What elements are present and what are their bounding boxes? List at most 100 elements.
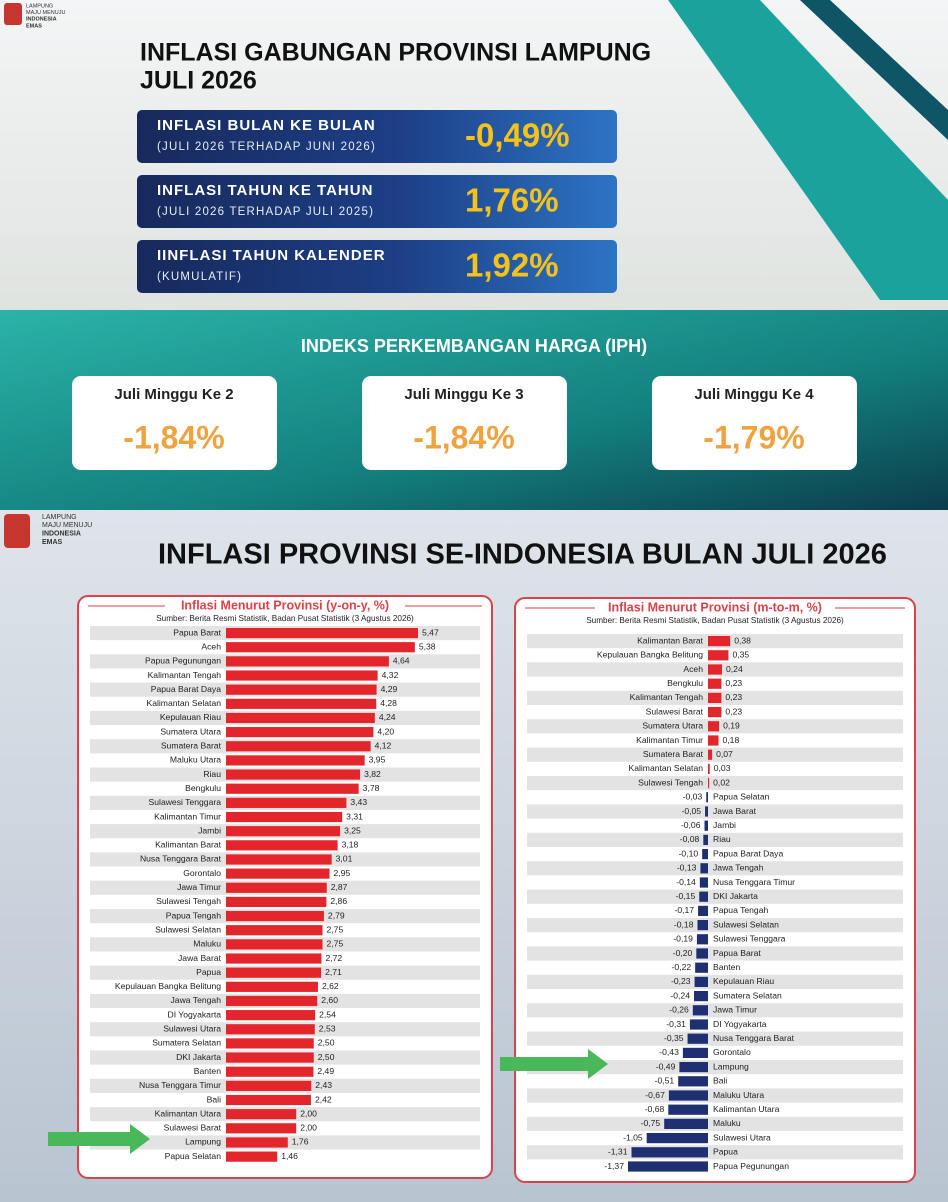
category-label: Sumatera Selatan: [152, 1038, 221, 1048]
iph-label: Juli Minggu Ke 2: [114, 386, 233, 403]
bar: [708, 692, 722, 704]
bar: [226, 840, 338, 851]
category-label: Kalimantan Tengah: [148, 670, 222, 680]
category-label: Kepulauan Riau: [713, 976, 774, 986]
bar: [226, 953, 322, 964]
value-label: 0,19: [723, 721, 740, 731]
bar: [226, 769, 361, 780]
value-label: 2,54: [319, 1009, 336, 1019]
value-label: -1,37: [604, 1161, 624, 1171]
value-label: -0,26: [669, 1005, 689, 1015]
category-label: DKI Jakarta: [176, 1052, 221, 1062]
category-label: Sulawesi Tengah: [156, 896, 221, 906]
category-label: Papua: [196, 967, 221, 977]
iph-label: Juli Minggu Ke 4: [694, 386, 814, 403]
category-label: Nusa Tenggara Timur: [139, 1080, 221, 1090]
bar: [226, 1052, 314, 1063]
category-label: Sumatera Utara: [160, 726, 221, 736]
summary-box: [137, 110, 617, 163]
value-label: -0,31: [666, 1019, 686, 1029]
category-label: Papua Pegunungan: [145, 656, 221, 666]
value-label: 4,29: [381, 684, 398, 694]
bar: [226, 670, 378, 681]
bar: [708, 749, 713, 760]
bar: [226, 627, 418, 639]
section-title: INFLASI PROVINSI SE-INDONESIA BULAN JULI…: [158, 539, 887, 571]
category-label: Nusa Tenggara Timur: [713, 877, 795, 887]
bar: [702, 848, 708, 860]
bar: [664, 1118, 708, 1130]
category-label: Kalimantan Utara: [155, 1108, 222, 1118]
summary-label: IINFLASI TAHUN KALENDER: [157, 247, 386, 264]
bar: [646, 1132, 708, 1144]
bar: [678, 1076, 708, 1087]
category-label: Gorontalo: [713, 1047, 751, 1057]
category-label: Gorontalo: [183, 868, 221, 878]
value-label: -0,15: [676, 891, 696, 901]
row-stripe: [527, 918, 903, 933]
category-label: Papua: [713, 1147, 738, 1157]
category-label: Sulawesi Barat: [164, 1123, 222, 1133]
row-stripe: [527, 1145, 903, 1160]
value-label: 3,01: [336, 854, 353, 864]
category-label: Maluku Utara: [170, 755, 221, 765]
category-label: Riau: [713, 834, 731, 844]
category-label: Kalimantan Tengah: [630, 692, 704, 702]
value-label: 2,75: [327, 939, 344, 949]
bar: [668, 1090, 708, 1101]
value-label: -0,75: [641, 1118, 661, 1128]
value-label: 4,20: [377, 726, 394, 736]
category-label: Sumatera Selatan: [713, 990, 782, 1000]
row-stripe: [527, 946, 903, 961]
row-stripe: [527, 861, 903, 876]
category-label: Papua Selatan: [713, 792, 770, 802]
summary-value: 1,92%: [465, 247, 559, 284]
value-label: 0,18: [723, 735, 740, 745]
value-label: 3,95: [369, 755, 386, 765]
summary-box: [137, 240, 617, 293]
summary-sublabel: (JULI 2026 TERHADAP JULI 2025): [157, 206, 374, 218]
bar: [226, 1066, 314, 1077]
value-label: -0,49: [656, 1061, 676, 1071]
bar: [226, 698, 377, 709]
value-label: 2,79: [328, 910, 345, 920]
category-label: Kalimantan Timur: [636, 735, 703, 745]
bar: [705, 806, 708, 817]
value-label: -0,19: [673, 934, 693, 944]
value-label: -0,08: [680, 834, 700, 844]
bar: [697, 919, 708, 931]
value-label: -0,17: [674, 905, 694, 915]
bar: [704, 820, 708, 831]
value-label: -0,13: [677, 863, 697, 873]
category-label: Sulawesi Barat: [646, 706, 704, 716]
logo-text: MAJU MENUJU: [26, 10, 65, 16]
category-label: Aceh: [201, 641, 221, 651]
value-label: 5,47: [422, 627, 439, 637]
category-label: Nusa Tenggara Barat: [140, 854, 222, 864]
bar: [695, 962, 708, 973]
row-stripe: [527, 1031, 903, 1046]
category-label: Kalimantan Selatan: [146, 698, 221, 708]
summary-sublabel: (KUMULATIF): [157, 271, 242, 283]
value-label: 3,25: [344, 825, 361, 835]
row-stripe: [527, 832, 903, 847]
value-label: 2,72: [325, 953, 342, 963]
logo-text: EMAS: [42, 539, 63, 546]
bar: [226, 826, 341, 837]
highlight-arrow: [48, 1124, 150, 1154]
category-label: Sulawesi Tengah: [638, 777, 703, 787]
bar: [226, 854, 332, 865]
bar: [226, 1024, 315, 1035]
summary-box: [137, 175, 617, 228]
bar: [708, 777, 710, 789]
bar: [708, 650, 729, 661]
value-label: 2,50: [318, 1038, 335, 1048]
category-label: Sulawesi Tenggara: [713, 934, 786, 944]
value-label: -0,23: [671, 976, 691, 986]
row-stripe: [527, 776, 903, 791]
value-label: -0,14: [676, 877, 696, 887]
bar: [226, 755, 365, 766]
logo-text: MAJU MENUJU: [42, 522, 92, 529]
category-label: Bengkulu: [667, 678, 703, 688]
